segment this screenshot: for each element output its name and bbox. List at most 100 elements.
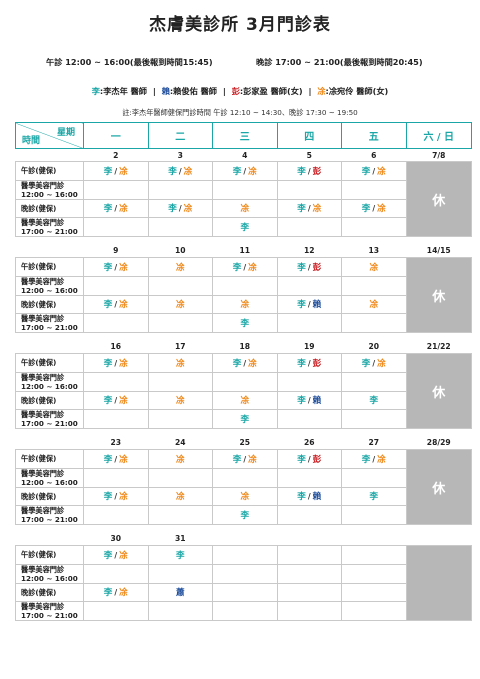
doctor-mark: 李 (297, 204, 306, 215)
doctor-mark: 李 (369, 492, 379, 503)
doctor-mark: 李 (240, 223, 250, 233)
doctor-mark: 李 (232, 454, 242, 465)
slot-label: 午診(健保) (15, 545, 84, 565)
schedule-cell: 李 / 凃 (83, 545, 149, 565)
schedule-cell (212, 179, 278, 200)
schedule-cell (341, 313, 407, 333)
schedule-cell (212, 467, 278, 488)
schedule-cell: 李 / 彭 (276, 161, 342, 181)
schedule-cell: 凃 (147, 486, 213, 506)
schedule-cell (212, 275, 278, 296)
schedule-cell (276, 582, 342, 602)
schedule-cell (83, 179, 149, 200)
schedule-cell: 李 / 凃 (83, 161, 149, 181)
doctor-mark: 凃 (183, 166, 193, 177)
schedule-cell (212, 545, 278, 565)
doctor-mark: 凃 (175, 300, 185, 311)
schedule-cell (276, 179, 342, 200)
doctor-mark: 凃 (240, 396, 250, 407)
doctor-mark: 凃 (312, 204, 322, 215)
doctor-mark: 凃 (119, 588, 128, 599)
slot-row-cpm: 醫學美容門診 17:00 ~ 21:00 李 (15, 313, 472, 333)
slot-row-cpm: 醫學美容門診 17:00 ~ 21:00 李 (15, 409, 472, 429)
schedule-cell: 凃 (212, 294, 278, 314)
doctor-mark: 凃 (175, 396, 185, 407)
doctor-mark: 李 (103, 300, 113, 311)
doctor-mark: 凃 (377, 204, 386, 215)
slot-label: 午診(健保) (15, 161, 84, 181)
date-cell (277, 533, 342, 546)
schedule-cell (212, 563, 278, 584)
doctor-mark: 彭 (312, 262, 322, 273)
schedule-cell: 凃 (147, 257, 213, 277)
doctor-mark: 凃 (175, 492, 185, 503)
schedule-cell (83, 409, 149, 429)
doctor-mark: 李 (232, 166, 242, 177)
slot-label: 醫學美容門診 12:00 ~ 16:00 (15, 467, 84, 488)
weekend-rest-cell: 休 (405, 449, 472, 525)
slot-label: 午診(健保) (15, 257, 84, 277)
slot-label: 醫學美容門診 17:00 ~ 21:00 (15, 217, 84, 237)
doctor-mark: 凃 (119, 262, 128, 273)
doctor-mark: 凃 (119, 396, 128, 407)
date-cell: 3 (177, 150, 183, 160)
date-cell: 9 (113, 246, 119, 256)
date-cell: 28/29 (426, 438, 451, 448)
legend-item-peng: 彭:彭家盈 醫師(女) (231, 86, 303, 96)
doctor-mark: 凃 (119, 166, 128, 177)
doctor-mark: 凃 (119, 358, 128, 369)
doctor-mark: 賴 (312, 300, 322, 311)
doctor-mark: 凃 (377, 358, 386, 369)
doctor-mark: 李 (103, 204, 113, 215)
doctor-mark: 李 (175, 550, 185, 561)
schedule-table: 星期 時間 一 二 三 四 五 六 / 日 2 3 4 5 6 7/8 午診(健保) 李 / 凃李… (15, 122, 472, 621)
schedule-cell: 李 (212, 505, 278, 525)
schedule-cell: 李 / 凃 (83, 257, 149, 277)
slot-row-cam: 醫學美容門診 12:00 ~ 16:00 (15, 467, 472, 488)
weekend-rest-cell: 休 (405, 161, 472, 237)
slot-row-am: 午診(健保) 李 / 凃凃李 / 凃李 / 彭李 / 凃休 (15, 353, 472, 429)
schedule-cell (83, 313, 149, 333)
slot-label: 晚診(健保) (15, 390, 84, 410)
doctor-mark: 凃 (248, 262, 257, 273)
slot-label: 醫學美容門診 12:00 ~ 16:00 (15, 179, 84, 200)
schedule-cell: 李 (212, 409, 278, 429)
doctor-mark: 彭 (312, 358, 322, 369)
schedule-cell (341, 601, 407, 621)
date-cell: 31 (174, 534, 186, 544)
schedule-cell (83, 217, 149, 237)
schedule-cell (341, 179, 407, 200)
schedule-cell (276, 275, 342, 296)
legend-item-lai: 賴:賴俊佑 醫師 (161, 86, 217, 96)
doctor-mark: 凃 (119, 550, 128, 561)
slot-row-pm: 晚診(健保) 李 / 凃凃凃李 / 賴李 (15, 486, 472, 506)
legend-item-li: 李:李杰年 醫師 (91, 86, 147, 96)
schedule-cell (276, 505, 342, 525)
date-cell: 4 (242, 150, 248, 160)
schedule-cell (212, 371, 278, 392)
schedule-cell (147, 313, 213, 333)
doctor-mark: 賴 (312, 396, 322, 407)
slot-row-cam: 醫學美容門診 12:00 ~ 16:00 (15, 563, 472, 584)
slot-row-cpm: 醫學美容門診 17:00 ~ 21:00 (15, 601, 472, 621)
doctor-mark: 李 (103, 492, 113, 503)
schedule-cell: 李 / 凃 (83, 582, 149, 602)
doctor-mark: 凃 (175, 262, 185, 273)
schedule-cell (147, 179, 213, 200)
doctor-mark: 凃 (119, 454, 128, 465)
schedule-cell: 李 / 凃 (212, 353, 278, 373)
slot-row-cam: 醫學美容門診 12:00 ~ 16:00 (15, 371, 472, 392)
date-cell (213, 533, 278, 546)
date-cell: 24 (174, 438, 186, 448)
schedule-cell (341, 371, 407, 392)
schedule-cell: 凃 (147, 294, 213, 314)
date-cell: 16 (110, 342, 122, 352)
date-cell: 26 (303, 438, 315, 448)
schedule-cell (341, 467, 407, 488)
slot-row-am: 午診(健保) 李 / 凃李 (15, 545, 472, 621)
schedule-cell (147, 467, 213, 488)
doctor-mark: 李 (103, 396, 113, 407)
header-day: 二 (147, 122, 213, 149)
date-cell (342, 533, 407, 546)
schedule-cell: 李 (341, 486, 407, 506)
